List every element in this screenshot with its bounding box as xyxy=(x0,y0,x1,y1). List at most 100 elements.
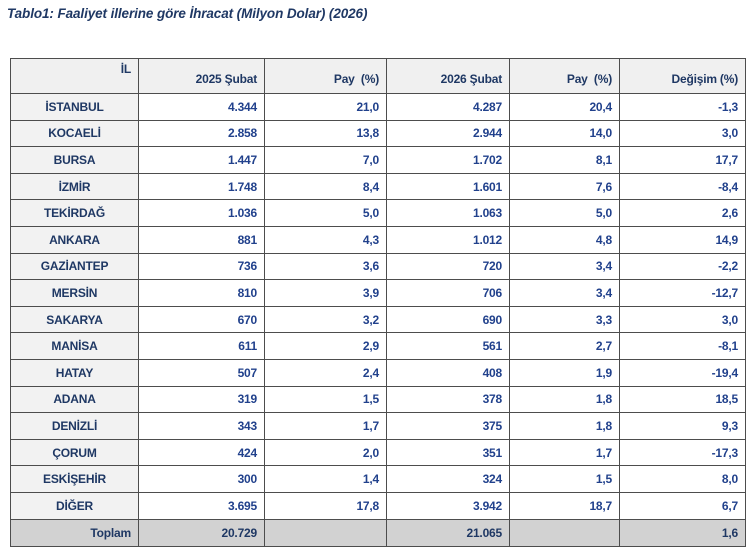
row-2025-value: 1.447 xyxy=(138,146,265,174)
row-2026-value: 720 xyxy=(386,252,510,281)
row-2025-value: 881 xyxy=(138,225,265,254)
row-pay-2025: 3,2 xyxy=(264,305,387,334)
row-2025-value: 810 xyxy=(138,279,265,307)
row-2025-value: 1.748 xyxy=(138,172,265,201)
row-il-label: KOCAELİ xyxy=(10,119,139,148)
row-degisim: 9,3 xyxy=(619,412,746,440)
row-il-label: MERSİN xyxy=(10,279,139,307)
row-pay-2025: 2,0 xyxy=(264,438,387,467)
table-row: DENİZLİ 343 1,7 375 1,8 9,3 xyxy=(10,412,746,440)
row-2025-value: 300 xyxy=(138,465,265,493)
row-pay-2026: 20,4 xyxy=(509,93,620,121)
table-row: ADANA 319 1,5 378 1,8 18,5 xyxy=(10,385,746,414)
table-row: BURSA 1.447 7,0 1.702 8,1 17,7 xyxy=(10,146,746,174)
row-2026-value: 375 xyxy=(386,412,510,440)
export-table: İL 2025 Şubat Pay (%) 2026 Şubat Pay (%)… xyxy=(10,58,746,547)
row-il-label: HATAY xyxy=(10,358,139,387)
row-2025-value: 424 xyxy=(138,438,265,467)
table-row: GAZİANTEP 736 3,6 720 3,4 -2,2 xyxy=(10,252,746,281)
row-il-label: İSTANBUL xyxy=(10,93,139,121)
table-row: İSTANBUL 4.344 21,0 4.287 20,4 -1,3 xyxy=(10,93,746,121)
row-2026-value: 408 xyxy=(386,358,510,387)
total-2025-value: 20.729 xyxy=(138,518,265,547)
row-il-label: ESKİŞEHİR xyxy=(10,465,139,493)
table-header: İL 2025 Şubat Pay (%) 2026 Şubat Pay (%)… xyxy=(10,58,746,94)
row-degisim: -8,4 xyxy=(619,172,746,201)
col-header-pay-2025: Pay (%) xyxy=(264,58,387,94)
table-row: İZMİR 1.748 8,4 1.601 7,6 -8,4 xyxy=(10,172,746,201)
row-il-label: MANİSA xyxy=(10,332,139,360)
row-il-label: BURSA xyxy=(10,146,139,174)
row-pay-2025: 2,4 xyxy=(264,358,387,387)
table-row: SAKARYA 670 3,2 690 3,3 3,0 xyxy=(10,305,746,334)
row-pay-2025: 21,0 xyxy=(264,93,387,121)
table-row: MERSİN 810 3,9 706 3,4 -12,7 xyxy=(10,279,746,307)
row-pay-2025: 3,6 xyxy=(264,252,387,281)
row-degisim: 17,7 xyxy=(619,146,746,174)
row-pay-2025: 2,9 xyxy=(264,332,387,360)
row-degisim: 8,0 xyxy=(619,465,746,493)
row-pay-2026: 7,6 xyxy=(509,172,620,201)
row-pay-2025: 8,4 xyxy=(264,172,387,201)
row-pay-2025: 4,3 xyxy=(264,225,387,254)
table-body: İSTANBUL 4.344 21,0 4.287 20,4 -1,3 KOCAELİ 2.8… xyxy=(10,93,746,520)
table-row: ÇORUM 424 2,0 351 1,7 -17,3 xyxy=(10,438,746,467)
table-row: HATAY 507 2,4 408 1,9 -19,4 xyxy=(10,358,746,387)
row-2026-value: 4.287 xyxy=(386,93,510,121)
row-pay-2025: 1,4 xyxy=(264,465,387,493)
row-pay-2025: 7,0 xyxy=(264,146,387,174)
table-row: TEKİRDAĞ 1.036 5,0 1.063 5,0 2,6 xyxy=(10,199,746,227)
row-2026-value: 1.063 xyxy=(386,199,510,227)
row-pay-2026: 1,8 xyxy=(509,385,620,414)
row-degisim: -19,4 xyxy=(619,358,746,387)
total-2026-value: 21.065 xyxy=(386,518,510,547)
table-row: MANİSA 611 2,9 561 2,7 -8,1 xyxy=(10,332,746,360)
row-2025-value: 611 xyxy=(138,332,265,360)
col-header-pay-2026: Pay (%) xyxy=(509,58,620,94)
row-degisim: 6,7 xyxy=(619,491,746,520)
row-2026-value: 324 xyxy=(386,465,510,493)
row-2025-value: 1.036 xyxy=(138,199,265,227)
row-pay-2026: 2,7 xyxy=(509,332,620,360)
row-2025-value: 507 xyxy=(138,358,265,387)
row-degisim: 14,9 xyxy=(619,225,746,254)
row-il-label: DİĞER xyxy=(10,491,139,520)
row-pay-2026: 3,4 xyxy=(509,279,620,307)
row-degisim: -1,3 xyxy=(619,93,746,121)
col-header-2025-subat: 2025 Şubat xyxy=(138,58,265,94)
row-pay-2026: 4,8 xyxy=(509,225,620,254)
row-degisim: -17,3 xyxy=(619,438,746,467)
row-pay-2025: 1,5 xyxy=(264,385,387,414)
row-il-label: DENİZLİ xyxy=(10,412,139,440)
total-pay-2026 xyxy=(509,518,620,547)
row-2026-value: 2.944 xyxy=(386,119,510,148)
row-pay-2026: 14,0 xyxy=(509,119,620,148)
row-2025-value: 2.858 xyxy=(138,119,265,148)
row-pay-2026: 3,3 xyxy=(509,305,620,334)
table-footer: Toplam 20.729 21.065 1,6 xyxy=(10,518,746,547)
row-degisim: -12,7 xyxy=(619,279,746,307)
row-degisim: -8,1 xyxy=(619,332,746,360)
row-2025-value: 4.344 xyxy=(138,93,265,121)
row-2026-value: 1.702 xyxy=(386,146,510,174)
table-row: DİĞER 3.695 17,8 3.942 18,7 6,7 xyxy=(10,491,746,520)
row-2026-value: 1.012 xyxy=(386,225,510,254)
row-pay-2026: 18,7 xyxy=(509,491,620,520)
row-il-label: SAKARYA xyxy=(10,305,139,334)
row-2025-value: 736 xyxy=(138,252,265,281)
row-2026-value: 1.601 xyxy=(386,172,510,201)
row-2026-value: 690 xyxy=(386,305,510,334)
row-il-label: İZMİR xyxy=(10,172,139,201)
header-row: İL 2025 Şubat Pay (%) 2026 Şubat Pay (%)… xyxy=(10,58,746,94)
row-degisim: 3,0 xyxy=(619,119,746,148)
row-pay-2026: 1,7 xyxy=(509,438,620,467)
row-pay-2025: 1,7 xyxy=(264,412,387,440)
table-title: Tablo1: Faaliyet illerine göre İhracat (… xyxy=(7,6,368,21)
row-pay-2025: 13,8 xyxy=(264,119,387,148)
row-il-label: ADANA xyxy=(10,385,139,414)
row-degisim: -2,2 xyxy=(619,252,746,281)
row-2026-value: 3.942 xyxy=(386,491,510,520)
total-pay-2025 xyxy=(264,518,387,547)
table-row: ESKİŞEHİR 300 1,4 324 1,5 8,0 xyxy=(10,465,746,493)
